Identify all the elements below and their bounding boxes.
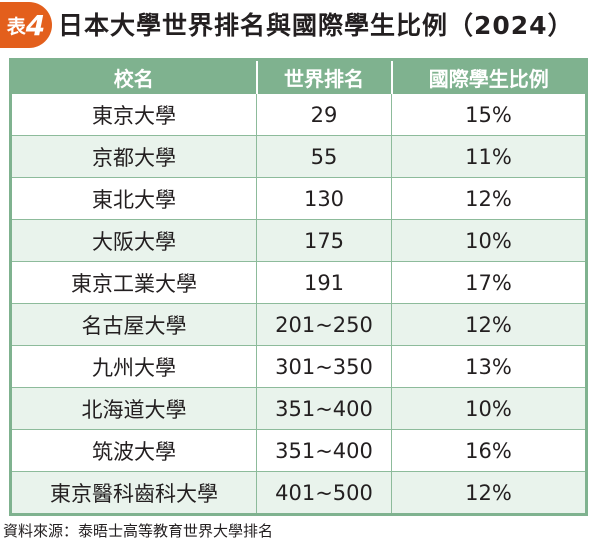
table-row: 九州大學 301~350 13% — [10, 345, 587, 388]
world-rank-cell: 201~250 — [256, 303, 392, 346]
header-world-rank: 世界排名 — [256, 59, 393, 94]
world-rank-cell: 351~400 — [256, 429, 392, 472]
table-row: 京都大學 55 11% — [10, 135, 587, 178]
source-note: 資料來源：泰晤士高等教育世界大學排名 — [3, 522, 274, 540]
header-school-name: 校名 — [10, 59, 258, 94]
school-name-cell: 北海道大學 — [10, 387, 257, 430]
school-name-cell: 大阪大學 — [10, 219, 257, 262]
school-name-cell: 筑波大學 — [10, 429, 257, 472]
world-rank-cell: 130 — [256, 177, 392, 220]
intl-ratio-cell: 13% — [391, 345, 587, 388]
ranking-table: 校名 世界排名 國際學生比例 東京大學 29 15% 京都大學 55 11% 東… — [9, 58, 588, 516]
badge-label: 表 — [6, 15, 26, 38]
school-name-cell: 東北大學 — [10, 177, 257, 220]
intl-ratio-cell: 17% — [391, 261, 587, 304]
intl-ratio-cell: 15% — [391, 94, 587, 136]
world-rank-cell: 351~400 — [256, 387, 392, 430]
table-row: 東京工業大學 191 17% — [10, 261, 587, 304]
table-body: 東京大學 29 15% 京都大學 55 11% 東北大學 130 12% 大阪大… — [10, 94, 587, 515]
table-row: 東京大學 29 15% — [10, 94, 587, 136]
school-name-cell: 名古屋大學 — [10, 303, 257, 346]
world-rank-cell: 301~350 — [256, 345, 392, 388]
world-rank-cell: 55 — [256, 135, 392, 178]
page-title: 日本大學世界排名與國際學生比例（2024） — [58, 11, 574, 40]
table-row: 大阪大學 175 10% — [10, 219, 587, 262]
table-row: 北海道大學 351~400 10% — [10, 387, 587, 430]
table-row: 東京醫科齒科大學 401~500 12% — [10, 471, 587, 515]
table-row: 名古屋大學 201~250 12% — [10, 303, 587, 346]
world-rank-cell: 191 — [256, 261, 392, 304]
intl-ratio-cell: 10% — [391, 387, 587, 430]
intl-ratio-cell: 10% — [391, 219, 587, 262]
intl-ratio-cell: 12% — [391, 303, 587, 346]
intl-ratio-cell: 11% — [391, 135, 587, 178]
badge-number: 4 — [25, 8, 46, 42]
school-name-cell: 東京工業大學 — [10, 261, 257, 304]
header-row: 校名 世界排名 國際學生比例 — [10, 59, 587, 94]
header-intl-student-ratio: 國際學生比例 — [391, 59, 587, 94]
intl-ratio-cell: 16% — [391, 429, 587, 472]
table-row: 東北大學 130 12% — [10, 177, 587, 220]
world-rank-cell: 175 — [256, 219, 392, 262]
school-name-cell: 東京醫科齒科大學 — [10, 471, 257, 515]
intl-ratio-cell: 12% — [391, 177, 587, 220]
school-name-cell: 京都大學 — [10, 135, 257, 178]
school-name-cell: 九州大學 — [10, 345, 257, 388]
intl-ratio-cell: 12% — [391, 471, 587, 515]
world-rank-cell: 29 — [256, 94, 392, 136]
world-rank-cell: 401~500 — [256, 471, 392, 515]
table-row: 筑波大學 351~400 16% — [10, 429, 587, 472]
school-name-cell: 東京大學 — [10, 94, 257, 136]
